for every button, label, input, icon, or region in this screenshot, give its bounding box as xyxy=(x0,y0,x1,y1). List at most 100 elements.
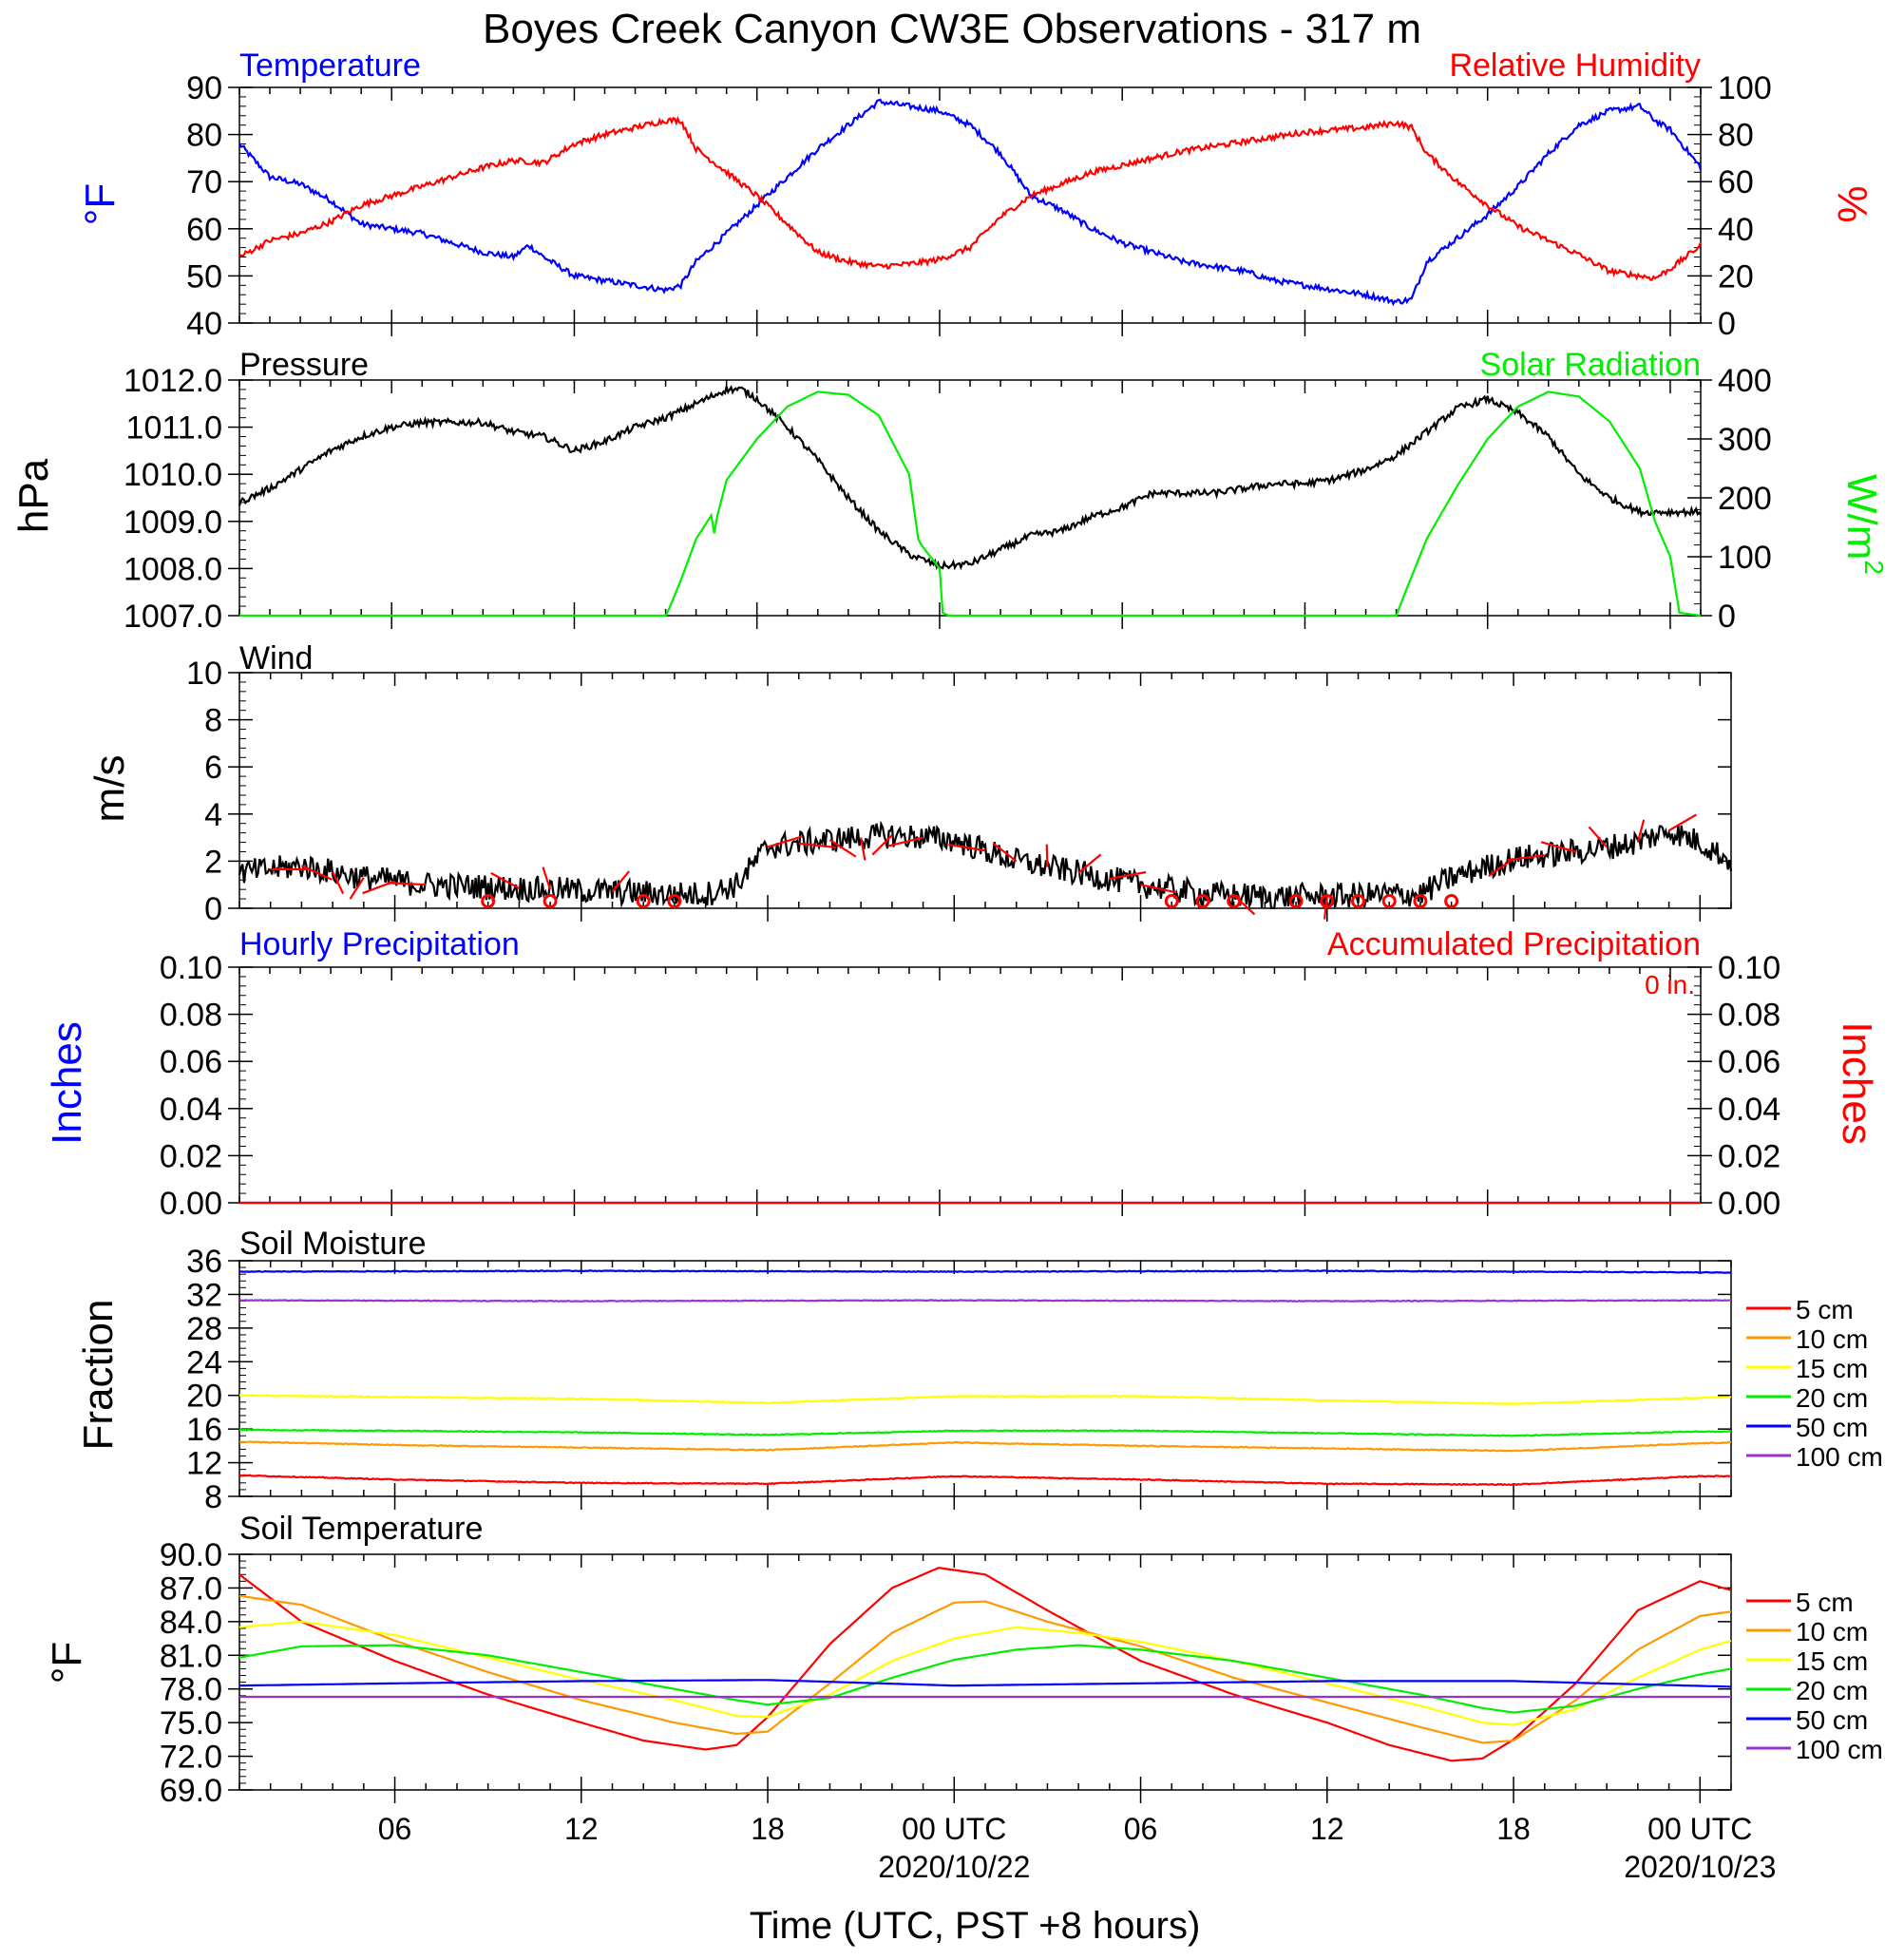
soil-temp-ytick-label: 75.0 xyxy=(160,1705,222,1741)
soil-moisture-ytick-label: 32 xyxy=(186,1277,222,1313)
x-tick-label: 00 UTC xyxy=(1647,1812,1752,1846)
soil-temperature-5-cm-line xyxy=(238,1567,1732,1762)
soil-moisture-ytick-label: 36 xyxy=(186,1244,222,1280)
pressure-solar-ytick-right-label: 400 xyxy=(1718,363,1772,399)
precip-ytick-right-label: 0.10 xyxy=(1718,950,1780,986)
calm-marker xyxy=(543,894,558,909)
precip-left-unit: Inches xyxy=(44,1021,90,1145)
rh-axis-unit: % xyxy=(1829,185,1875,222)
calm-marker xyxy=(667,894,682,909)
precip-ytick-label: 0.06 xyxy=(160,1044,222,1080)
precip-ytick-right-label: 0.00 xyxy=(1718,1186,1780,1222)
soil-temp-ytick-label: 72.0 xyxy=(160,1740,222,1776)
temp-rh-ytick-right-label: 20 xyxy=(1718,258,1754,295)
soil-temp-frame xyxy=(238,1553,1732,1791)
temp-rh-ytick-right-label: 0 xyxy=(1718,306,1736,342)
temp-rh-relative-humidity-line xyxy=(238,115,1703,281)
precip-ytick-right-label: 0.02 xyxy=(1718,1138,1780,1174)
soil-moisture-5-cm-line xyxy=(238,1474,1732,1487)
calm-marker xyxy=(1444,894,1459,909)
pressure-panel-title: Pressure xyxy=(239,347,369,383)
wind-barb xyxy=(300,865,333,881)
pressure-axis-unit: hPa xyxy=(10,458,57,533)
sm-legend-100cm-label: 100 cm xyxy=(1796,1442,1883,1472)
pressure-solar-ytick-right-label: 100 xyxy=(1718,540,1772,576)
x-tick-label: 12 xyxy=(564,1812,599,1846)
soil-moisture-frame xyxy=(238,1260,1732,1497)
wind-barb xyxy=(388,882,427,886)
soil-moisture-legend: 5 cm 10 cm 15 cm 20 cm 50 cm 100 cm xyxy=(1746,1295,1883,1472)
st-legend-10cm-label: 10 cm xyxy=(1796,1617,1868,1646)
wind-barb xyxy=(1668,813,1697,832)
temp-rh-ytick-right-label: 80 xyxy=(1718,118,1754,154)
wind-barb xyxy=(1540,841,1576,853)
calm-marker xyxy=(1413,894,1428,909)
precip-ytick-label: 0.10 xyxy=(160,950,222,986)
wind-barb xyxy=(349,877,365,900)
precip-ytick-label: 0.08 xyxy=(160,998,222,1034)
sm-legend-5cm-label: 5 cm xyxy=(1796,1295,1854,1324)
soil-temperature-15-cm-line xyxy=(238,1620,1732,1726)
wind-barb xyxy=(767,835,803,848)
temp-axis-unit: °F xyxy=(77,183,124,225)
soil-temp-ytick-label: 81.0 xyxy=(160,1638,222,1674)
solar-axis-unit: W/m2 xyxy=(1838,474,1889,575)
st-legend-50cm-label: 50 cm xyxy=(1796,1705,1868,1735)
soil-temp-ytick-label: 78.0 xyxy=(160,1672,222,1708)
soil-moisture-ytick-label: 20 xyxy=(186,1379,222,1415)
precip-ytick-right-label: 0.06 xyxy=(1718,1044,1780,1080)
temp-rh-ytick-label: 90 xyxy=(186,70,222,106)
pressure-solar-ytick-right-label: 300 xyxy=(1718,422,1772,458)
wind-ytick-label: 8 xyxy=(204,703,222,739)
x-tick-label: 18 xyxy=(1496,1812,1531,1846)
wind-barb xyxy=(948,843,986,852)
precip-frame xyxy=(238,966,1702,1204)
precip-panel-title: Hourly Precipitation xyxy=(239,926,520,962)
precip-ytick-label: 0.02 xyxy=(160,1138,222,1174)
soil-temp-ytick-label: 90.0 xyxy=(160,1537,222,1573)
wind-barb xyxy=(542,866,552,890)
wind-barb xyxy=(887,836,923,847)
wind-panel-title: Wind xyxy=(239,640,313,676)
sm-legend-10cm-label: 10 cm xyxy=(1796,1324,1868,1354)
pressure-solar-ytick-label: 1007.0 xyxy=(124,599,222,635)
calm-marker xyxy=(1288,894,1304,909)
soil-temp-ytick-label: 87.0 xyxy=(160,1570,222,1607)
wind-frame xyxy=(238,672,1732,909)
soil-temp-legend: 5 cm 10 cm 15 cm 20 cm 50 cm 100 cm xyxy=(1746,1588,1883,1764)
rh-panel-title: Relative Humidity xyxy=(1449,48,1701,84)
temp-rh-ytick-label: 50 xyxy=(186,258,222,295)
wind-barb xyxy=(871,834,893,856)
pressure-solar-pressure-line xyxy=(238,382,1702,571)
calm-marker xyxy=(481,894,496,909)
wind-axis-unit: m/s xyxy=(86,755,133,823)
x-tick-label: 18 xyxy=(751,1812,785,1846)
x-tick-label: 06 xyxy=(1124,1812,1158,1846)
pressure-solar-ytick-label: 1012.0 xyxy=(124,363,222,399)
wind-barb xyxy=(1077,853,1102,874)
sm-legend-50cm-label: 50 cm xyxy=(1796,1413,1868,1442)
wind-barb xyxy=(1488,858,1514,877)
precip-ytick-label: 0.04 xyxy=(160,1092,222,1128)
wind-barb xyxy=(1588,826,1608,848)
calm-marker xyxy=(1195,894,1210,909)
wind-barb xyxy=(860,837,866,861)
calm-marker xyxy=(1164,894,1179,909)
temp-rh-ytick-label: 40 xyxy=(186,306,222,342)
precip-ytick-right-label: 0.08 xyxy=(1718,998,1780,1034)
solar-axis-unit-sup: 2 xyxy=(1859,560,1889,575)
x-tick-date-label: 2020/10/23 xyxy=(1624,1850,1776,1884)
pressure-solar-ytick-right-label: 200 xyxy=(1718,481,1772,517)
st-legend-20cm-label: 20 cm xyxy=(1796,1676,1868,1705)
sm-legend-15cm-label: 15 cm xyxy=(1796,1354,1868,1383)
temp-rh-ytick-label: 60 xyxy=(186,212,222,248)
wind-barb xyxy=(611,870,630,893)
solar-panel-title: Solar Radiation xyxy=(1480,347,1701,383)
accum-panel-title: Accumulated Precipitation xyxy=(1327,926,1701,962)
st-legend-15cm-label: 15 cm xyxy=(1796,1646,1868,1676)
temp-rh-ytick-label: 80 xyxy=(186,118,222,154)
wind-barb xyxy=(828,839,857,858)
soil-moisture-20-cm-line xyxy=(238,1428,1732,1437)
soil-moisture-50-cm-line xyxy=(238,1269,1732,1274)
